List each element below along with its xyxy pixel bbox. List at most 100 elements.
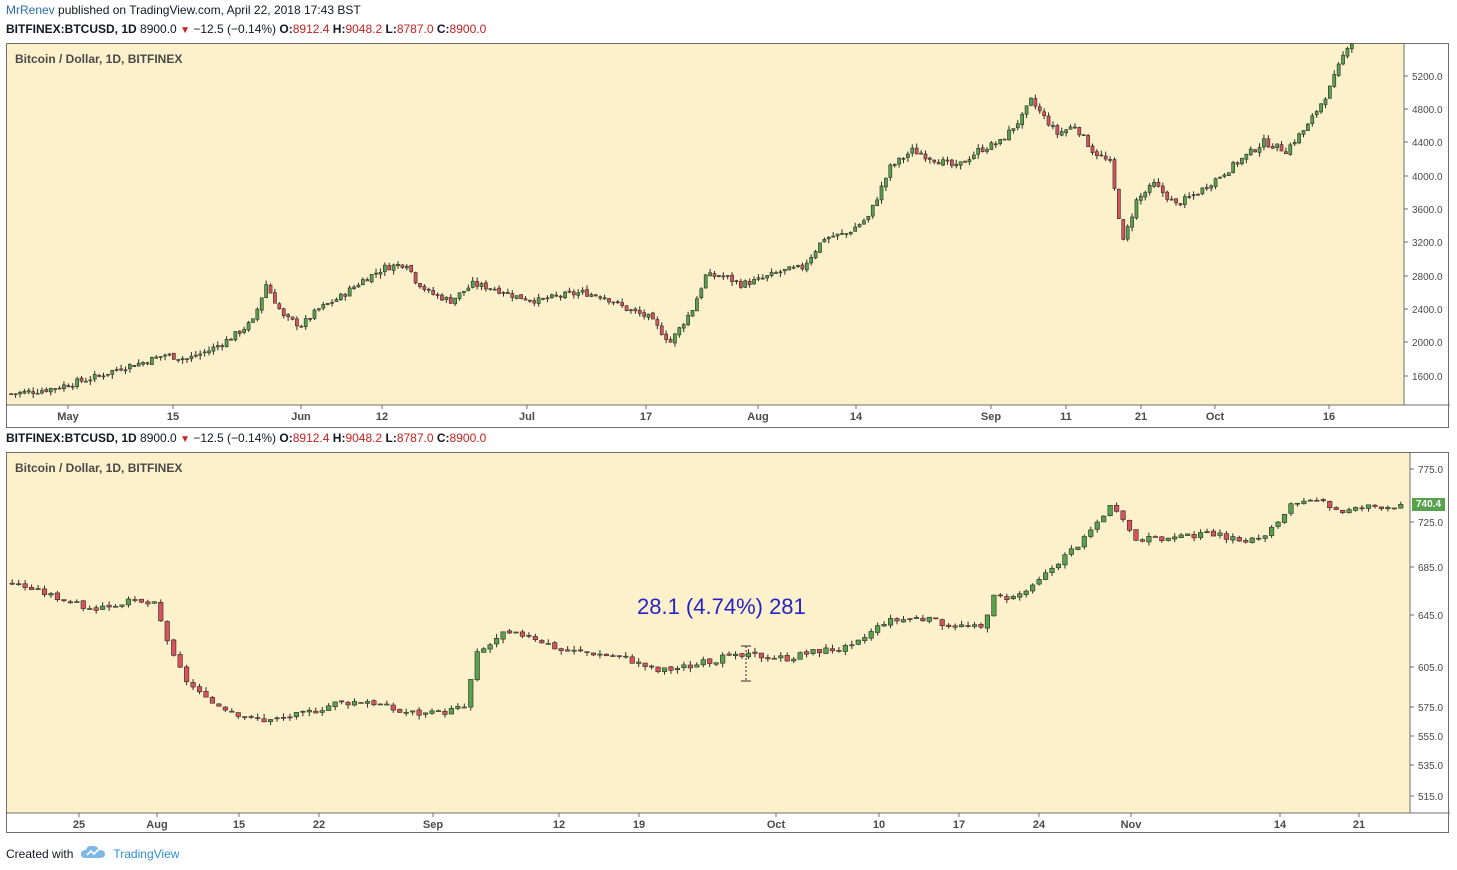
x-tick-label: 21 — [1353, 819, 1365, 831]
candle-body — [1090, 145, 1095, 153]
candle-body — [9, 393, 14, 396]
symbol-name: BITFINEX:BTCUSD, 1D — [6, 22, 137, 36]
candle-body — [950, 159, 954, 166]
candle-body — [371, 700, 377, 706]
candle-body — [539, 640, 545, 644]
candle-body — [897, 157, 901, 165]
candle-body — [1365, 504, 1372, 509]
candle-body — [481, 648, 487, 653]
chart-pane-bottom[interactable]: Bitcoin / Dollar, 1D, BITFINEX 515.0 535.… — [6, 452, 1450, 834]
candle-body — [913, 617, 919, 619]
candle-body — [193, 354, 198, 357]
candle-body — [840, 233, 844, 235]
candle-body — [892, 164, 897, 166]
candle-body — [1314, 499, 1320, 502]
candlestick-chart-top[interactable]: 1600.0 2000.0 2400.0 2800.0 3200.0 3600.0 4000… — [7, 43, 1450, 429]
candle-body — [158, 602, 164, 622]
candle-body — [761, 277, 765, 280]
close-label: C: — [436, 22, 450, 36]
candle-body — [809, 257, 814, 264]
low-label: L: — [385, 431, 397, 445]
candle-body — [823, 647, 829, 654]
candle-body — [48, 387, 53, 393]
candle-body — [1281, 513, 1288, 523]
candle-body — [1103, 155, 1108, 160]
plot-area-bottom[interactable] — [7, 453, 1410, 813]
candle-body — [734, 280, 739, 282]
candle-body — [690, 310, 695, 317]
created-with-text: Created with — [6, 846, 74, 861]
candlestick-chart-bottom[interactable]: 515.0 535.0 555.0 575.0 605.0 645.0 685.0 725.0… — [7, 453, 1450, 834]
candle-body — [87, 608, 93, 610]
x-tick-label: 14 — [1274, 819, 1287, 831]
candle-body — [848, 231, 853, 235]
candle-body — [431, 290, 436, 295]
candle-body — [699, 288, 704, 298]
candle-body — [1191, 194, 1196, 196]
candle-body — [1178, 534, 1184, 538]
candle-body — [633, 308, 638, 312]
candle-body — [141, 362, 145, 365]
candle-body — [374, 272, 378, 275]
candle-body — [280, 717, 287, 719]
y-tick-label: 515.0 — [1418, 792, 1443, 803]
tradingview-link[interactable]: TradingView — [113, 846, 180, 861]
candle-body — [1099, 154, 1104, 157]
candle-body — [1198, 532, 1204, 538]
candle-body — [1279, 144, 1284, 152]
candle-body — [448, 297, 453, 304]
candle-body — [1182, 196, 1187, 205]
candle-body — [313, 710, 319, 714]
candle-body — [920, 617, 926, 622]
x-tick-label: 19 — [633, 819, 645, 831]
chart-pane-top[interactable]: Bitcoin / Dollar, 1D, BITFINEX 1600.0 200… — [6, 43, 1450, 429]
candle-body — [1081, 134, 1086, 137]
candle-body — [1004, 596, 1010, 600]
candle-body — [293, 712, 299, 718]
candle-body — [207, 350, 211, 354]
candle-body — [862, 637, 868, 642]
candle-body — [536, 297, 541, 304]
candle-body — [1042, 111, 1046, 117]
candle-body — [123, 369, 128, 372]
candle-body — [61, 599, 67, 602]
candle-body — [497, 287, 501, 294]
author-link[interactable]: MrRenev — [6, 3, 55, 17]
high-value: 9048.2 — [345, 431, 383, 445]
candle-body — [364, 701, 370, 704]
candle-body — [1007, 129, 1011, 141]
candle-body — [1002, 138, 1007, 141]
candle-body — [435, 710, 442, 712]
candle-body — [1178, 203, 1183, 206]
candle-body — [1266, 138, 1271, 148]
candle-body — [501, 292, 506, 294]
candle-body — [48, 593, 54, 596]
candle-body — [1292, 142, 1297, 145]
candle-body — [461, 706, 467, 709]
tradingview-cloud-icon[interactable] — [81, 845, 106, 862]
open-label: O: — [279, 431, 293, 445]
candle-body — [1236, 537, 1242, 542]
y-tick-label: 2400.0 — [1412, 305, 1443, 316]
candle-body — [620, 302, 625, 306]
candle-body — [1275, 143, 1279, 148]
candle-body — [971, 624, 978, 627]
candle-body — [510, 293, 515, 298]
candle-body — [1209, 185, 1214, 189]
candle-body — [125, 598, 132, 606]
x-tick-label: 17 — [640, 411, 652, 423]
candle-body — [154, 356, 159, 359]
candle-body — [352, 286, 356, 289]
candle-body — [67, 601, 73, 604]
candle-body — [312, 309, 317, 319]
candle-body — [16, 583, 22, 586]
candle-body — [246, 322, 251, 331]
candle-body — [1230, 536, 1236, 541]
open-value: 8912.4 — [292, 431, 330, 445]
plot-area-top[interactable] — [7, 44, 1404, 405]
y-tick-label: 4000.0 — [1412, 172, 1443, 183]
candle-body — [932, 159, 937, 163]
y-tick-label: 3200.0 — [1412, 238, 1443, 249]
candle-body — [70, 385, 75, 388]
candle-body — [416, 709, 422, 716]
